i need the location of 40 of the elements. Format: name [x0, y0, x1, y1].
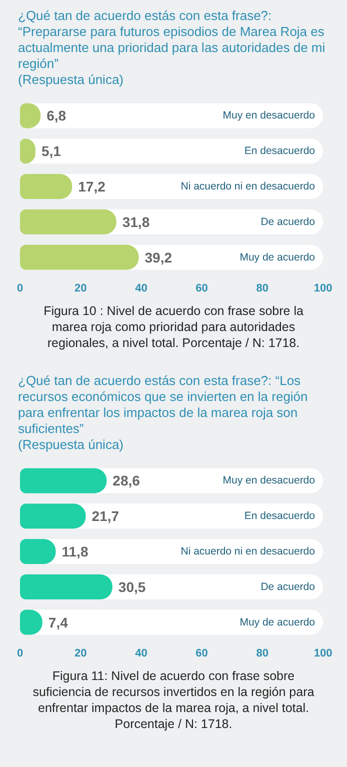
- data-label: 5,1: [41, 143, 62, 160]
- data-label: 11,8: [62, 544, 88, 560]
- x-tick-label: 20: [74, 282, 87, 294]
- chart-title: ¿Qué tan de acuerdo estás con esta frase?: “Prepararse para futuros episodios de Marea Roja es actualmente una prioridad para las autoridades de mi región”: [17, 7, 326, 72]
- text: Figura 10 : Nivel de acuerdo con frase sobre la marea roja como prioridad para autoridades regionales, a nivel total. Porcentaje / N: 1718.: [42, 303, 304, 351]
- y-tick-label: Muy en desacuerdo: [222, 474, 316, 487]
- text: Figura 11: Nivel de acuerdo con frase sobre suficiencia de recursos invertidos en la región para enfrentar impactos de la marea roja, a nivel total. Porcentaje / N: 1718.: [32, 668, 316, 732]
- data-label: 17,2: [78, 178, 106, 194]
- x-tick-label: 80: [256, 648, 269, 660]
- y-tick-label: Ni acuerdo ni en desacuerdo: [180, 546, 316, 558]
- chart-subtitle: (Respuesta única): [17, 437, 124, 453]
- x-tick-label: 0: [16, 648, 24, 660]
- x-tick-label: 60: [196, 648, 208, 660]
- x-tick-label: 60: [196, 282, 208, 294]
- bar: [20, 504, 86, 529]
- x-tick-label: 40: [135, 648, 148, 660]
- x-tick-label: 40: [135, 282, 148, 294]
- data-label: 21,7: [92, 508, 120, 524]
- y-tick-label: Muy de acuerdo: [240, 616, 316, 628]
- y-tick-label: Muy de acuerdo: [240, 251, 316, 264]
- y-tick-label: De acuerdo: [260, 580, 316, 593]
- data-label: 7,4: [48, 614, 68, 630]
- data-label: 6,8: [46, 108, 66, 124]
- y-tick-label: En desacuerdo: [244, 145, 316, 158]
- data-label: 39,2: [144, 249, 172, 266]
- data-label: 30,5: [118, 578, 146, 595]
- chart-subtitle: (Respuesta única): [17, 72, 124, 88]
- y-tick-label: Ni acuerdo ni en desacuerdo: [180, 180, 316, 192]
- x-tick-label: 100: [314, 282, 332, 294]
- x-tick-label: 100: [314, 648, 332, 660]
- data-label: 28,6: [112, 472, 140, 489]
- x-tick-label: 80: [256, 282, 269, 294]
- y-tick-label: En desacuerdo: [244, 510, 316, 522]
- x-tick-label: 20: [74, 648, 87, 660]
- bar: [20, 174, 72, 199]
- x-tick-label: 0: [16, 282, 24, 294]
- data-label: 31,8: [122, 214, 150, 230]
- y-tick-label: Muy en desacuerdo: [222, 110, 316, 122]
- chart-title: ¿Qué tan de acuerdo estás con esta frase?: “Los recursos económicos que se invierten en la región para enfrentar los impactos de la marea roja son suficientes”: [17, 372, 309, 437]
- y-tick-label: De acuerdo: [260, 216, 316, 228]
